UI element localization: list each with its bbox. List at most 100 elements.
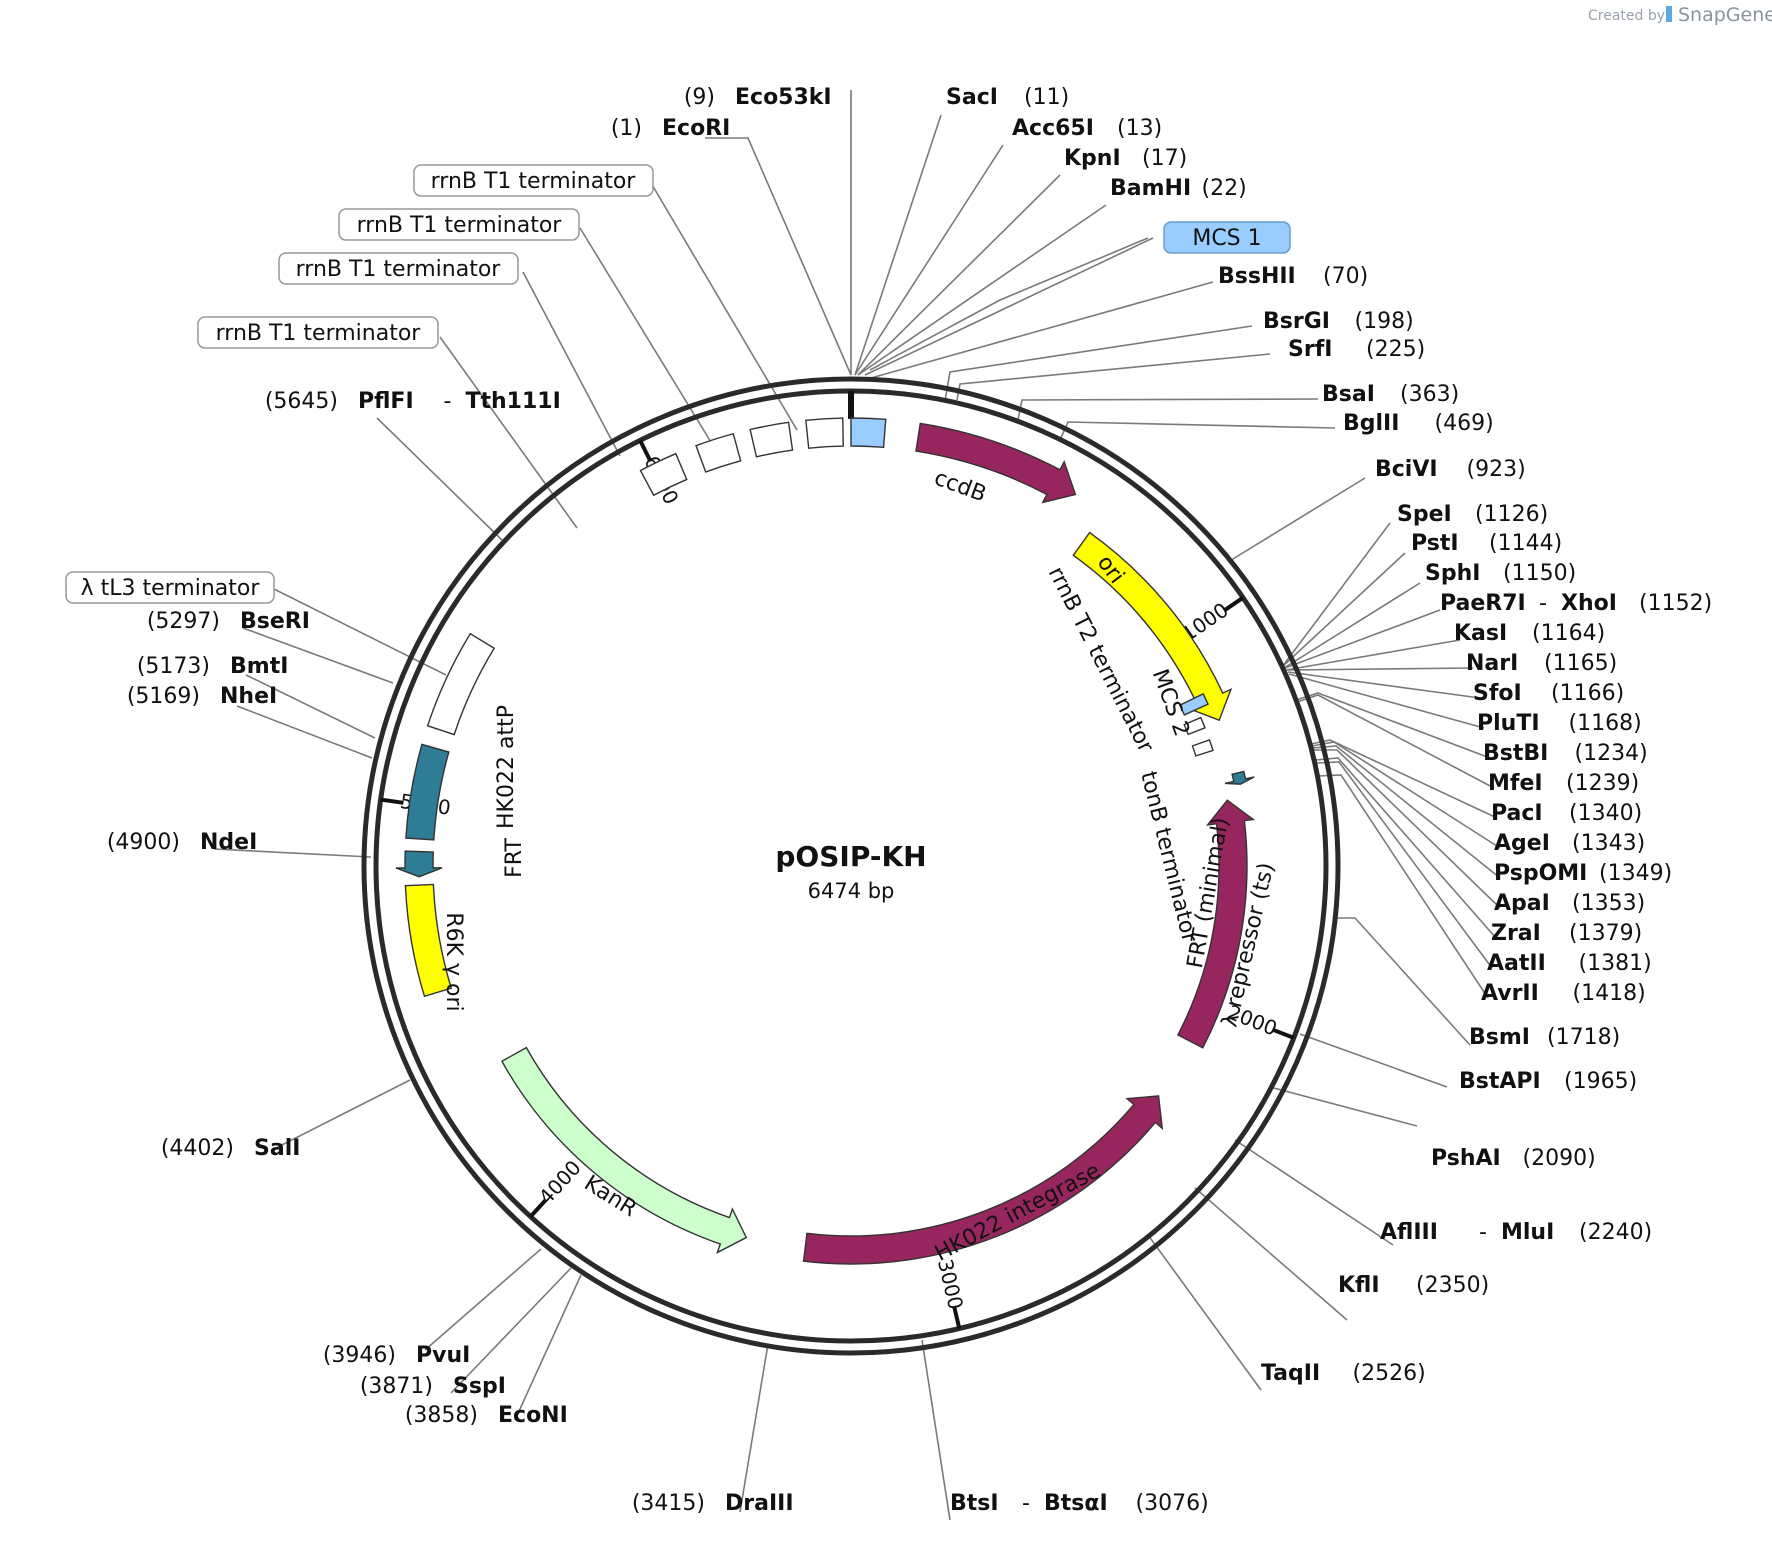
svg-text:(1164): (1164): [1532, 621, 1605, 646]
svg-text:(5173): (5173): [137, 654, 210, 679]
svg-text:(4900): (4900): [107, 830, 180, 855]
svg-text:BciVI: BciVI: [1375, 457, 1438, 482]
credit-prefix: Created by: [1588, 8, 1665, 24]
svg-text:(3076): (3076): [1136, 1491, 1209, 1516]
svg-text:(198): (198): [1355, 309, 1414, 334]
svg-text:SpeI: SpeI: [1397, 502, 1452, 527]
svg-text:AgeI: AgeI: [1494, 831, 1550, 856]
svg-text:PaeR7I: PaeR7I: [1440, 591, 1526, 616]
site-sspi: (3871) SspI: [360, 1374, 506, 1399]
svg-text:(1152): (1152): [1639, 591, 1712, 616]
svg-text:(1349): (1349): [1599, 861, 1672, 886]
site-aatii: AatII (1381): [1487, 951, 1652, 976]
svg-text:Tth111I: Tth111I: [466, 389, 561, 414]
svg-text:BsmI: BsmI: [1469, 1025, 1530, 1050]
svg-text:-: -: [1479, 1220, 1487, 1245]
svg-text:(2090): (2090): [1523, 1146, 1596, 1171]
svg-text:(363): (363): [1400, 382, 1459, 407]
feature-rrnb-t1-terminator: [695, 432, 742, 473]
svg-text:rrnB T1 terminator: rrnB T1 terminator: [431, 169, 637, 194]
site-sfoi: SfoI (1166): [1473, 681, 1624, 706]
site-kpni: KpnI (17): [1064, 146, 1187, 171]
svg-text:(1418): (1418): [1573, 981, 1646, 1006]
svg-text:MCS 1: MCS 1: [1192, 226, 1261, 251]
svg-text:(17): (17): [1142, 146, 1187, 171]
svg-text:rrnB T1 terminator: rrnB T1 terminator: [357, 213, 563, 238]
site-taqii: TaqII (2526): [1261, 1361, 1426, 1386]
svg-text:BtsI: BtsI: [950, 1491, 999, 1516]
svg-text:EcoRI: EcoRI: [662, 116, 730, 141]
feature-label: ccdB: [931, 466, 990, 508]
site-ecori: (1) EcoRI: [611, 116, 730, 141]
feature-frt: [395, 850, 443, 878]
site-avrii: AvrII (1418): [1481, 981, 1646, 1006]
site-draiii: (3415) DraIII: [632, 1491, 794, 1516]
scale-tick-label: 3000: [933, 1257, 968, 1312]
boxed-label-tl3: λ tL3 terminator: [65, 571, 275, 604]
svg-text:(1150): (1150): [1503, 561, 1576, 586]
site-ndei: (4900) NdeI: [107, 830, 257, 855]
svg-text:PluTI: PluTI: [1477, 711, 1540, 736]
svg-text:XhoI: XhoI: [1561, 591, 1617, 616]
svg-text:NdeI: NdeI: [200, 830, 257, 855]
svg-text:(11): (11): [1024, 85, 1069, 110]
svg-text:(70): (70): [1323, 264, 1368, 289]
svg-text:rrnB T1 terminator: rrnB T1 terminator: [216, 321, 422, 346]
svg-text:(1166): (1166): [1551, 681, 1624, 706]
svg-text:(1): (1): [611, 116, 642, 141]
svg-text:(3415): (3415): [632, 1491, 705, 1516]
svg-text:SacI: SacI: [946, 85, 998, 110]
feature-mcs-1: [850, 417, 887, 449]
svg-text:MluI: MluI: [1501, 1220, 1554, 1245]
site-pspomi: PspOMI (1349): [1494, 861, 1672, 886]
site-nhei: (5169) NheI: [127, 684, 277, 709]
scale-tick: [380, 797, 404, 805]
feature-label: tonB terminator: [1135, 769, 1202, 946]
site-saci: SacI (11): [946, 85, 1069, 110]
svg-text:(1718): (1718): [1547, 1025, 1620, 1050]
feature-label: R6K γ ori: [441, 912, 466, 1011]
svg-text:(1965): (1965): [1564, 1069, 1637, 1094]
svg-text:PacI: PacI: [1491, 801, 1543, 826]
site-bmti: (5173) BmtI: [137, 654, 289, 679]
svg-text:NheI: NheI: [220, 684, 277, 709]
svg-text:(3858): (3858): [405, 1403, 478, 1428]
svg-text:(225): (225): [1366, 337, 1425, 362]
site-agei: AgeI (1343): [1494, 831, 1645, 856]
site-bcivi: BciVI (923): [1375, 457, 1526, 482]
site-spei: SpeI (1126): [1397, 502, 1548, 527]
svg-text:(13): (13): [1117, 116, 1162, 141]
feature-r6k-ori: [404, 883, 453, 998]
site-bstbi: BstBI (1234): [1483, 741, 1648, 766]
scale-tick: [529, 1198, 548, 1218]
site-nari: NarI (1165): [1466, 651, 1617, 676]
site-bstapi: BstAPI (1965): [1459, 1069, 1637, 1094]
site-pshai: PshAI (2090): [1431, 1146, 1596, 1171]
svg-text:EcoNI: EcoNI: [498, 1403, 568, 1428]
plasmid-size: 6474 bp: [808, 879, 895, 903]
svg-text:(4402): (4402): [161, 1136, 234, 1161]
site-acc65i: Acc65I (13): [1012, 116, 1162, 141]
site-kfli: KflI (2350): [1338, 1273, 1489, 1298]
site-sphi: SphI (1150): [1425, 561, 1576, 586]
svg-text:PflFI: PflFI: [358, 389, 414, 414]
svg-text:(923): (923): [1467, 457, 1526, 482]
svg-text:rrnB T1 terminator: rrnB T1 terminator: [296, 257, 502, 282]
svg-text:(1381): (1381): [1579, 951, 1652, 976]
site-pflfi: (5645) PflFI - Tth111I: [265, 389, 561, 414]
svg-text:(9): (9): [684, 85, 715, 110]
feature-arrows: [395, 417, 1256, 1265]
restriction-site-labels: (9) Eco53kI (1) EcoRI SacI (11) Acc65I (13) KpnI…: [107, 85, 1712, 1516]
svg-text:(3946): (3946): [323, 1343, 396, 1368]
svg-text:(1126): (1126): [1475, 502, 1548, 527]
site-btsi: BtsI - BtsαI (3076): [950, 1491, 1209, 1516]
site-bglii: BglII (469): [1343, 411, 1494, 436]
site-pluti: PluTI (1168): [1477, 711, 1642, 736]
svg-text:BsaI: BsaI: [1322, 382, 1375, 407]
svg-text:PshAI: PshAI: [1431, 1146, 1501, 1171]
svg-text:BamHI: BamHI: [1110, 176, 1191, 201]
svg-text:(1343): (1343): [1572, 831, 1645, 856]
svg-text:(5169): (5169): [127, 684, 200, 709]
site-paci: PacI (1340): [1491, 801, 1642, 826]
